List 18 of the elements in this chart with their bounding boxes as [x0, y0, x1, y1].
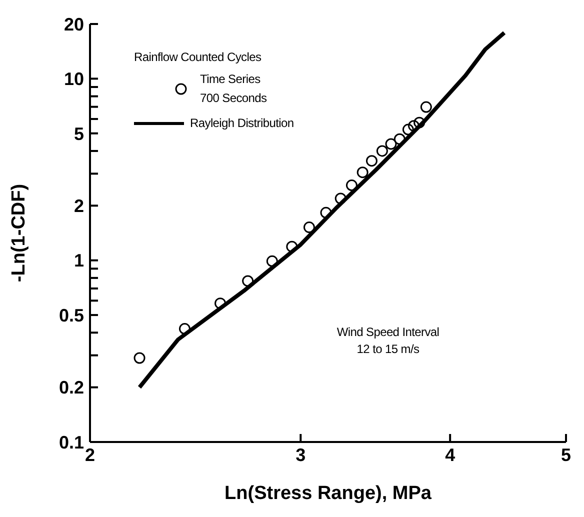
x-axis-title: Ln(Stress Range), MPa — [224, 483, 432, 504]
legend-label: Rayleigh Distribution — [190, 116, 294, 130]
y-axis-title: -Ln(1-CDF) — [8, 184, 30, 282]
y-tick-label: 2 — [74, 196, 84, 216]
x-tick-label: 4 — [445, 444, 456, 465]
y-tick-label: 0.1 — [58, 432, 84, 452]
x-tick-label: 5 — [560, 444, 572, 465]
legend-title: Rainflow Counted Cycles — [134, 50, 262, 64]
y-tick-label: 10 — [64, 69, 84, 90]
y-tick-label: 0.5 — [58, 305, 84, 326]
y-tick-label: 20 — [64, 14, 84, 34]
y-tick-label: 0.2 — [58, 378, 84, 398]
legend-label: Time Series 700 Seconds — [200, 71, 267, 107]
y-tick-label: 1 — [74, 250, 84, 271]
y-tick-label: 5 — [74, 124, 84, 144]
annotation: Wind Speed Interval — [336, 324, 440, 341]
annotation: 12 to 15 m/s — [356, 341, 420, 358]
x-tick-label: 3 — [296, 444, 306, 465]
